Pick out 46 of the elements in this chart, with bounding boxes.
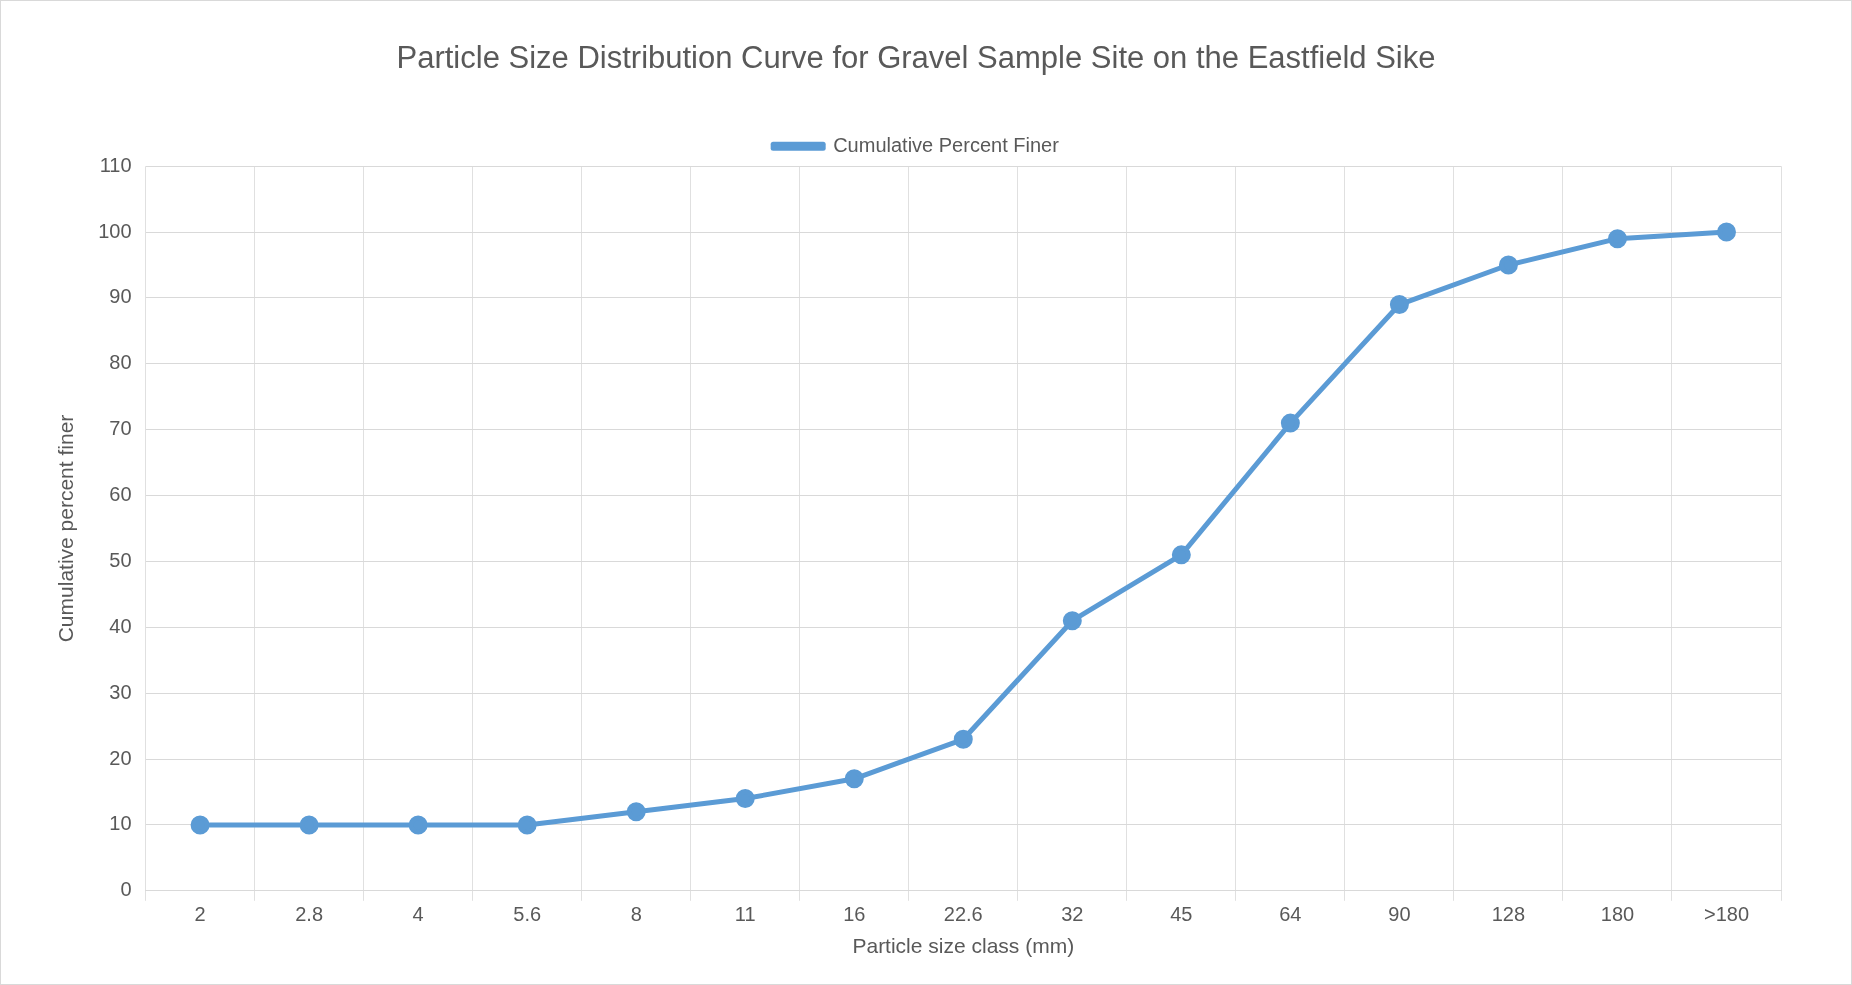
y-tick-label: 90 [109,285,132,308]
point [626,802,646,822]
y-tick-label: 10 [109,812,132,835]
point [1716,222,1736,242]
x-tick-label: 11 [734,903,756,926]
y-tick-label: 110 [99,153,132,176]
y-tick-label: 60 [109,483,132,506]
point [735,789,755,809]
point [1389,295,1409,315]
x-tick-label: 16 [843,903,866,926]
y-tick-label: 20 [109,746,132,769]
x-tick-label: 8 [630,903,642,926]
point [517,815,537,835]
point [844,769,864,789]
x-tick-label: 22.6 [943,903,983,926]
point [1498,255,1518,275]
x-tick-label: 45 [1170,903,1193,926]
x-tick-label: 64 [1279,903,1302,926]
x-tick-label: 4 [412,903,424,926]
x-axis-title: Particle size class (mm) [852,934,1075,958]
y-tick-label: 40 [109,614,132,637]
x-tick-label: >180 [1703,903,1750,926]
x-tick-label: 2.8 [295,903,324,926]
point [1607,229,1627,249]
chart-title: Particle Size Distribution Curve for Gravel Sample Site on the Eastfield Sike [396,40,1436,76]
x-tick-label: 180 [1600,903,1635,926]
x-tick-label: 2 [194,903,206,926]
point [1171,545,1191,565]
point [1280,413,1300,433]
y-axis-title: Cumulative percent finer [54,414,78,643]
legend-label: Cumulative Percent Finer [833,133,1060,156]
y-tick-label: 100 [98,219,132,242]
y-tick-label: 70 [109,417,132,440]
point [408,815,428,835]
x-tick-label: 5.6 [513,903,542,926]
y-tick-label: 80 [109,351,132,374]
y-tick-label: 0 [120,878,132,901]
y-tick-label: 50 [109,548,132,571]
point [1062,611,1082,631]
x-tick-label: 90 [1388,903,1411,926]
y-tick-label: 30 [109,680,132,703]
x-tick-label: 32 [1061,903,1084,926]
point [299,815,319,835]
point [953,729,973,749]
point [190,815,210,835]
x-tick-label: 128 [1491,903,1526,926]
